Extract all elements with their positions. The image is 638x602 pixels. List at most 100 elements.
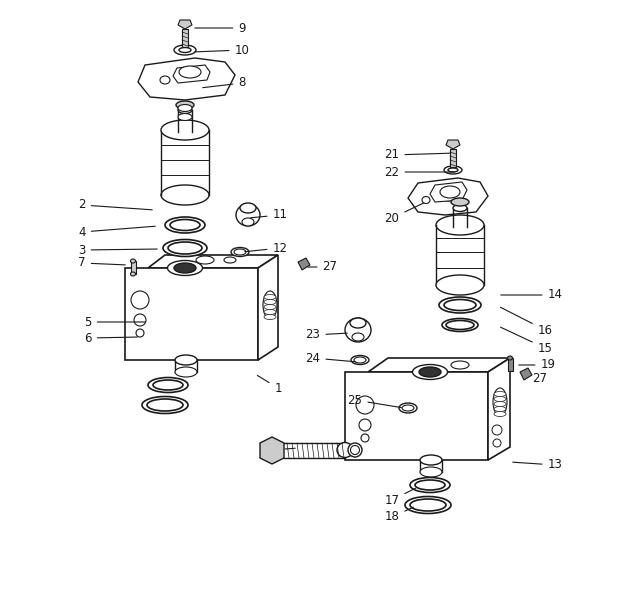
Bar xyxy=(182,29,188,47)
Ellipse shape xyxy=(153,380,183,390)
Text: 18: 18 xyxy=(385,507,413,524)
Circle shape xyxy=(492,425,502,435)
Text: 20: 20 xyxy=(385,201,427,225)
Ellipse shape xyxy=(422,196,430,203)
Ellipse shape xyxy=(415,480,445,490)
Ellipse shape xyxy=(413,364,447,379)
Ellipse shape xyxy=(224,257,236,263)
Polygon shape xyxy=(368,358,510,372)
Ellipse shape xyxy=(178,114,192,120)
Text: 24: 24 xyxy=(306,352,355,364)
Ellipse shape xyxy=(448,168,458,172)
Ellipse shape xyxy=(174,263,196,273)
Polygon shape xyxy=(520,368,532,380)
Polygon shape xyxy=(345,372,488,460)
Ellipse shape xyxy=(493,388,507,416)
Text: 22: 22 xyxy=(385,166,454,179)
Ellipse shape xyxy=(170,220,200,231)
Ellipse shape xyxy=(410,477,450,492)
Ellipse shape xyxy=(264,305,276,309)
Ellipse shape xyxy=(236,204,260,226)
Circle shape xyxy=(361,434,369,442)
Ellipse shape xyxy=(174,45,196,55)
Ellipse shape xyxy=(446,320,474,329)
Text: 6: 6 xyxy=(84,332,137,344)
Ellipse shape xyxy=(444,300,476,311)
Ellipse shape xyxy=(494,406,506,412)
Ellipse shape xyxy=(451,361,469,369)
Ellipse shape xyxy=(178,105,192,111)
Circle shape xyxy=(134,314,146,326)
Polygon shape xyxy=(138,58,235,100)
Ellipse shape xyxy=(240,203,256,213)
Ellipse shape xyxy=(179,48,191,52)
Ellipse shape xyxy=(345,318,371,342)
Ellipse shape xyxy=(399,403,417,413)
Ellipse shape xyxy=(148,377,188,393)
Text: 3: 3 xyxy=(78,243,157,256)
Ellipse shape xyxy=(350,445,359,455)
Bar xyxy=(131,261,136,274)
Ellipse shape xyxy=(234,249,246,255)
Text: 26: 26 xyxy=(265,444,295,456)
Ellipse shape xyxy=(494,402,506,406)
Ellipse shape xyxy=(337,442,353,458)
Ellipse shape xyxy=(264,300,276,305)
Ellipse shape xyxy=(419,367,441,377)
Text: 25: 25 xyxy=(348,394,401,408)
Circle shape xyxy=(136,329,144,337)
Ellipse shape xyxy=(161,120,209,140)
Ellipse shape xyxy=(179,66,201,78)
Ellipse shape xyxy=(196,256,214,264)
Ellipse shape xyxy=(494,391,506,397)
Ellipse shape xyxy=(420,455,442,465)
Ellipse shape xyxy=(494,397,506,402)
Ellipse shape xyxy=(494,412,506,417)
Ellipse shape xyxy=(402,405,414,411)
Polygon shape xyxy=(488,358,510,460)
Ellipse shape xyxy=(242,218,254,226)
Text: 2: 2 xyxy=(78,199,152,211)
Text: 1: 1 xyxy=(257,376,282,394)
Ellipse shape xyxy=(420,467,442,477)
Text: 12: 12 xyxy=(245,241,288,255)
Ellipse shape xyxy=(264,294,276,300)
Ellipse shape xyxy=(163,240,207,256)
Text: 16: 16 xyxy=(500,307,553,337)
Ellipse shape xyxy=(264,309,276,314)
Ellipse shape xyxy=(147,399,183,411)
Text: 10: 10 xyxy=(195,43,249,57)
Ellipse shape xyxy=(142,397,188,414)
Circle shape xyxy=(359,419,371,431)
Ellipse shape xyxy=(161,185,209,205)
Text: 23: 23 xyxy=(306,329,347,341)
Text: 8: 8 xyxy=(203,76,246,90)
Polygon shape xyxy=(125,268,258,360)
Ellipse shape xyxy=(451,198,469,206)
Polygon shape xyxy=(178,20,192,29)
Ellipse shape xyxy=(175,367,197,377)
Ellipse shape xyxy=(263,291,277,319)
Ellipse shape xyxy=(231,247,249,256)
Polygon shape xyxy=(148,255,278,268)
Text: 4: 4 xyxy=(78,226,155,238)
Ellipse shape xyxy=(507,356,512,360)
Polygon shape xyxy=(408,178,488,215)
Text: 15: 15 xyxy=(501,327,553,355)
Ellipse shape xyxy=(178,107,192,114)
Text: 17: 17 xyxy=(385,488,415,506)
Polygon shape xyxy=(173,65,210,83)
Polygon shape xyxy=(260,437,284,464)
Text: 13: 13 xyxy=(513,459,563,471)
Ellipse shape xyxy=(453,205,467,211)
Ellipse shape xyxy=(168,242,202,254)
Polygon shape xyxy=(298,258,310,270)
Circle shape xyxy=(131,291,149,309)
Text: 19: 19 xyxy=(519,359,556,371)
Ellipse shape xyxy=(165,217,205,233)
Text: 14: 14 xyxy=(501,288,563,302)
Text: 27: 27 xyxy=(308,261,338,273)
Text: 21: 21 xyxy=(385,149,454,161)
Ellipse shape xyxy=(440,186,460,198)
Ellipse shape xyxy=(444,166,462,174)
